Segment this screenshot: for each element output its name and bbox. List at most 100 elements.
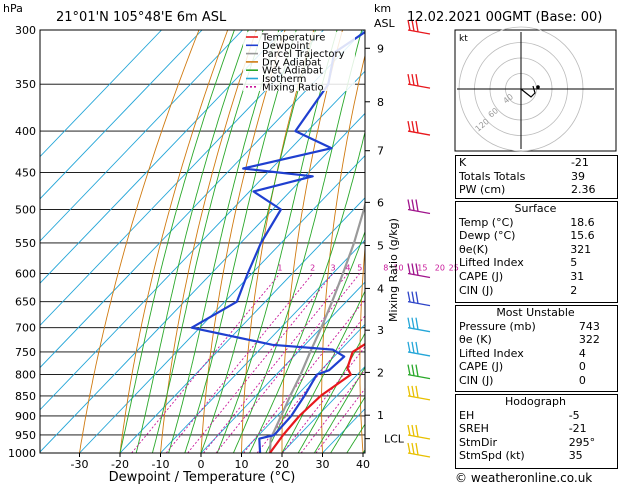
hodo-row: SREH -21 [455, 422, 616, 436]
pressure-tick-label: 300 [15, 24, 36, 37]
hodo-label: SREH [459, 422, 489, 436]
km-tick-label: 2 [377, 366, 384, 379]
wind-barb-feather [407, 385, 411, 397]
surface-table: Surface Temp (°C) 18.6 Dewp (°C) 15.6 θe(K… [455, 202, 616, 297]
mu-row: θe (K) 322 [455, 333, 616, 347]
hodograph-frame [454, 29, 617, 152]
wind-barb-feather [407, 120, 411, 132]
wind-barb-feather [415, 74, 419, 87]
datetime-title: 12.02.2021 00GMT (Base: 00) [407, 10, 602, 25]
surface-label: Dewp (°C) [459, 229, 516, 243]
mixing-ratio-label: 8 [383, 264, 388, 273]
x-tick-label: -10 [152, 458, 170, 471]
hodograph-trace [520, 85, 536, 98]
hodograph-stats-box [455, 394, 618, 469]
mu-value: 0 [578, 373, 586, 387]
wind-barb-feather [411, 317, 415, 329]
skewt-axes: 1 2 3 4 5 8 10 15 20 2530035040045050055060065070… [8, 24, 459, 471]
wind-barb-feather [411, 341, 415, 354]
surface-value: 321 [570, 242, 592, 256]
wind-barb-feather [411, 364, 415, 376]
wet-adiabat-line [119, 30, 235, 453]
indices-table: K -21 Totals Totals 39 PW (cm) 2.36 [455, 156, 616, 197]
x-axis-title: Dewpoint / Temperature (°C) [109, 470, 296, 485]
index-value: 2.36 [570, 183, 596, 197]
x-tick-label: 30 [316, 458, 330, 471]
legend-item: Isotherm [262, 74, 306, 85]
surface-row: CAPE (J) 31 [455, 270, 616, 284]
isotherm-line [40, 70, 365, 411]
surface-label: CAPE (J) [459, 269, 504, 283]
wind-barb-feather [415, 385, 419, 398]
surface-row: θe(K) 321 [455, 243, 616, 257]
dry-adiabat-line [359, 243, 365, 453]
km-tick-label: 8 [377, 96, 384, 109]
hodo-value: -21 [568, 422, 587, 436]
surface-row: Temp (°C) 18.6 [455, 216, 616, 230]
surface-value: 5 [570, 256, 578, 270]
wind-barb-feather [411, 199, 415, 211]
dry-adiabat-line [119, 30, 229, 453]
mixing-ratio-axis-title: Mixing Ratio (g/kg) [387, 218, 400, 322]
wind-barb-feather [415, 120, 419, 133]
mu-label: CIN (J) [459, 373, 494, 387]
wind-barb-feather [411, 424, 415, 437]
hodo-value: -5 [568, 408, 580, 422]
mu-row: Lifted Index 4 [455, 347, 616, 361]
pressure-tick-label: 950 [15, 429, 36, 442]
most-unstable-box [455, 305, 618, 392]
x-tick-label: 0 [198, 458, 205, 471]
wind-barb-feather [407, 364, 411, 376]
wind-barb [407, 301, 431, 307]
mixing-ratio-label: 10 [393, 264, 403, 273]
temperature-line [269, 342, 365, 453]
dry-adiabat-line [241, 30, 315, 453]
index-row-pw: PW (cm) 2.36 [455, 183, 616, 197]
hodo-value: 35 [568, 449, 583, 463]
mixing-ratio-label: 15 [417, 264, 427, 273]
plot-frame [39, 29, 366, 454]
wind-barb-feather [407, 199, 411, 210]
wind-barb [407, 29, 431, 35]
wet-adiabat-line [297, 332, 365, 453]
isotherm-line [79, 154, 365, 453]
pressure-tick-label: 450 [15, 166, 36, 179]
index-row-totals: Totals Totals 39 [455, 170, 616, 184]
surface-label: CIN (J) [459, 283, 494, 297]
hpa-axis-label: hPa [3, 2, 23, 15]
isotherm-line [281, 365, 365, 453]
isotherm-line [40, 112, 365, 453]
mixing-ratio-line [215, 273, 361, 453]
mu-row: CAPE (J) 0 [455, 360, 616, 374]
mixing-ratio-label: 5 [357, 264, 362, 273]
wind-barb [407, 452, 431, 458]
km-tick-label: 6 [377, 196, 384, 209]
dry-adiabat-line [321, 53, 365, 453]
isotherm-line [40, 30, 162, 158]
legend-background [243, 32, 355, 91]
surface-value: 31 [570, 269, 585, 283]
asl-axis-label: ASL [374, 17, 396, 30]
isotherm-line [40, 30, 324, 327]
wind-barb-feather [411, 120, 415, 133]
legend-item: Wet Adiabat [262, 66, 323, 77]
km-axis-label: km [374, 2, 391, 15]
index-label: PW (cm) [459, 183, 506, 197]
mixing-ratio-label: 3 [330, 264, 335, 273]
mixing-ratio-label: 20 [435, 264, 445, 273]
index-value: 39 [570, 169, 585, 183]
mixing-ratio-line [187, 273, 334, 453]
dry-adiabat-line [200, 30, 286, 453]
wet-adiabat-line [216, 30, 338, 453]
legend-item: Temperature [261, 33, 325, 44]
legend-item: Dewpoint [262, 41, 310, 52]
wind-barb [407, 272, 431, 279]
wind-barb [407, 351, 431, 357]
lcl-label: LCL [384, 433, 405, 446]
pressure-tick-label: 550 [15, 237, 36, 250]
wind-barb-feather [415, 19, 419, 32]
isotherm-line [241, 323, 365, 453]
legend-item: Mixing Ratio [262, 82, 324, 93]
wind-barb [407, 327, 431, 333]
wind-barb-feather [415, 317, 419, 330]
